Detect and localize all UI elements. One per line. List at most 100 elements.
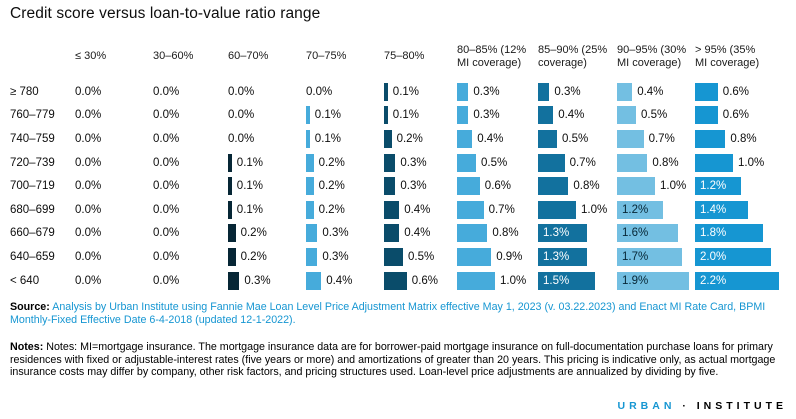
cell-value: 0.6% <box>722 85 750 98</box>
cell-value: 0.3% <box>322 250 349 263</box>
cell-value: 1.5% <box>543 274 570 287</box>
cell: 0.3% <box>306 245 384 269</box>
cell-value: 0.3% <box>400 156 427 169</box>
row-label: 760–779 <box>10 109 55 122</box>
cell-value: 0.6% <box>411 274 439 287</box>
bar <box>538 82 550 101</box>
cell: 0.7% <box>617 127 695 151</box>
cell-value: 0.0% <box>153 132 180 145</box>
cell: 1.3% <box>538 222 617 246</box>
cell: 0.5% <box>617 104 695 128</box>
logo-urban: URBAN <box>617 400 676 412</box>
cell: 0.6% <box>457 174 538 198</box>
cell-value: 0.3% <box>554 85 581 98</box>
bar <box>695 153 733 172</box>
bar <box>384 200 400 219</box>
cell: 0.2% <box>384 127 457 151</box>
cell: 0.7% <box>457 198 538 222</box>
cell-value: 0.3% <box>473 85 500 98</box>
cell: 0.0% <box>228 127 306 151</box>
table-row: 740–759 0.0% 0.0% 0.0% 0.1% 0.2% 0.4% 0.5% 0.7% 0… <box>10 127 790 151</box>
column-header: > 95% (35% MI coverage) <box>695 43 760 69</box>
cell-value: 0.0% <box>153 85 180 98</box>
bar <box>384 271 407 290</box>
table-body: ≥ 780 0.0% 0.0% 0.0% 0.0% 0.1% 0.3% 0.3% 0.4% 0.6… <box>10 80 790 292</box>
bar <box>617 82 633 101</box>
cell-value: 1.0% <box>500 274 527 287</box>
row-label: ≥ 780 <box>10 85 39 98</box>
cell: 0.5% <box>457 151 538 175</box>
cell-value: 0.0% <box>75 180 102 193</box>
cell-value: 0.4% <box>404 227 431 240</box>
cell: 0.0% <box>75 245 153 269</box>
cell-value: 1.3% <box>543 227 570 240</box>
cell: 0.2% <box>306 198 384 222</box>
table-row: 640–659 0.0% 0.0% 0.2% 0.3% 0.5% 0.9% 1.3% 1.7% 2… <box>10 245 790 269</box>
cell: 0.1% <box>228 151 306 175</box>
bar <box>457 106 469 125</box>
cell: 0.6% <box>384 269 457 293</box>
cell-value: 0.5% <box>481 156 508 169</box>
cell-value: 0.4% <box>637 85 664 98</box>
cell-value: 1.0% <box>738 156 765 169</box>
cell-value: 0.0% <box>153 227 180 240</box>
bar <box>306 153 314 172</box>
cell-value: 0.0% <box>153 109 180 122</box>
bar: 1.3% <box>538 247 588 266</box>
bar <box>457 82 469 101</box>
table-row: 760–779 0.0% 0.0% 0.0% 0.1% 0.1% 0.3% 0.4% 0.5% 0… <box>10 104 790 128</box>
cell-value: 1.9% <box>622 274 649 287</box>
cell: 0.0% <box>228 104 306 128</box>
cell: 1.5% <box>538 269 617 293</box>
cell-value: 0.5% <box>641 109 668 122</box>
cell: 0.4% <box>457 127 538 151</box>
cell: 0.6% <box>695 80 786 104</box>
column-header: 60–70% <box>228 50 269 62</box>
bar <box>306 271 322 290</box>
cell-value: 0.0% <box>228 109 255 122</box>
table-row: 660–679 0.0% 0.0% 0.2% 0.3% 0.4% 0.8% 1.3% 1.6% 1… <box>10 222 790 246</box>
header-row: ≤ 30% 30–60% 60–70% 70–75% 75–80% 80–85% (12%… <box>10 33 790 80</box>
cell: 0.3% <box>457 80 538 104</box>
cell-value: 0.8% <box>652 156 679 169</box>
bar: 1.3% <box>538 224 588 243</box>
cell: 1.2% <box>695 174 786 198</box>
cell: 0.6% <box>695 104 786 128</box>
cell-value: 1.2% <box>622 203 649 216</box>
cell-value: 0.0% <box>228 132 255 145</box>
cell-value: 0.1% <box>236 156 264 169</box>
cell: 0.8% <box>695 127 786 151</box>
cell-value: 0.7% <box>648 132 675 145</box>
cell: 0.4% <box>538 104 617 128</box>
cell-value: 1.4% <box>700 203 727 216</box>
cell-value: 0.2% <box>318 156 345 169</box>
cell: 0.0% <box>228 80 306 104</box>
bar <box>695 82 718 101</box>
cell: 0.0% <box>153 174 228 198</box>
bar <box>457 177 480 196</box>
cell-value: 0.0% <box>228 85 255 98</box>
bar <box>617 177 655 196</box>
bar <box>617 129 644 148</box>
cell: 1.2% <box>617 198 695 222</box>
cell: 1.6% <box>617 222 695 246</box>
cell: 1.8% <box>695 222 786 246</box>
cell-value: 0.0% <box>153 156 180 169</box>
bar <box>384 106 388 125</box>
bar <box>306 200 314 219</box>
cell: 0.4% <box>384 198 457 222</box>
cell-value: 0.0% <box>153 180 180 193</box>
cell: 0.4% <box>384 222 457 246</box>
cell: 0.0% <box>153 80 228 104</box>
cell-value: 0.5% <box>562 132 589 145</box>
cell: 0.0% <box>75 222 153 246</box>
bar <box>617 153 648 172</box>
source-citation-link[interactable]: Analysis by Urban Institute using Fannie… <box>10 301 766 326</box>
notes-line: Notes: Notes: MI=mortgage insurance. The… <box>10 341 788 379</box>
cell: 0.0% <box>75 80 153 104</box>
cell-value: 0.6% <box>484 180 512 193</box>
cell: 0.2% <box>228 245 306 269</box>
cell-value: 1.7% <box>622 250 649 263</box>
bar <box>228 200 232 219</box>
cell: 0.2% <box>306 174 384 198</box>
